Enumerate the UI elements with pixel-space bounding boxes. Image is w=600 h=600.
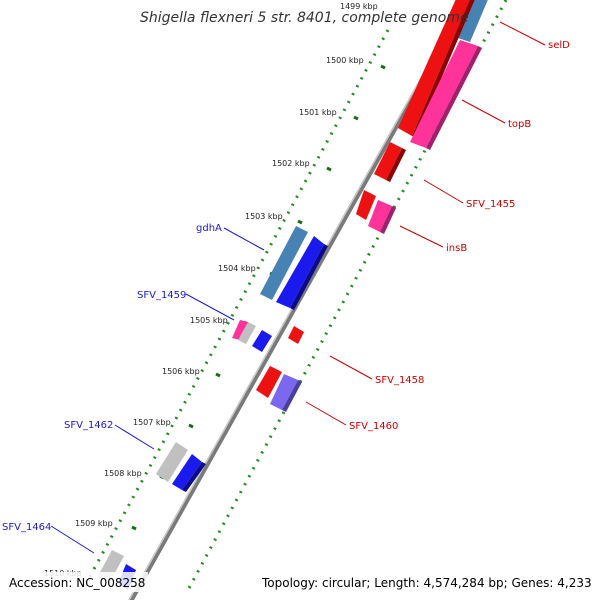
cds-red-long-shade	[412, 0, 475, 138]
gene-label-gdhA[interactable]: gdhA	[196, 223, 222, 234]
kbp-label: 1508 kbp	[104, 469, 142, 478]
kbp-label: 1507 kbp	[133, 418, 171, 427]
cds-SFV_1455-shade	[386, 148, 406, 182]
cds-SFV_1459-gray[interactable]	[238, 322, 256, 344]
kbp-label: 1504 kbp	[218, 264, 256, 273]
forward-label-connectors	[305, 21, 546, 426]
kbp-label: 1505 kbp	[190, 316, 228, 325]
kbp-label: 1506 kbp	[162, 367, 200, 376]
kbp-tick-ring-inner	[186, 0, 508, 591]
footer-summary-bg	[258, 572, 594, 592]
gene-label-SFV_1462[interactable]: SFV_1462	[64, 420, 113, 431]
cds-SFV_1462-blue-shade	[182, 462, 206, 492]
cds-insB-shade	[380, 206, 396, 234]
kbp-tick-ring-outer	[86, 29, 390, 581]
cds-SFV_1462-blue[interactable]	[172, 454, 202, 490]
accession-text: Accession: NC_008258	[9, 576, 145, 590]
kbp-label: 1501 kbp	[299, 108, 337, 117]
gene-label-SFV_1464[interactable]: SFV_1464	[2, 522, 51, 533]
cds-SFV_1458[interactable]	[288, 326, 304, 344]
cds-SFV_1460[interactable]	[270, 374, 298, 410]
kbp-label: 1502 kbp	[272, 159, 310, 168]
cds-topB[interactable]	[410, 40, 478, 148]
cds-red-pre-SFV_1460[interactable]	[256, 366, 282, 398]
cds-gdhA[interactable]	[260, 226, 308, 300]
cds-blue-arrow-gdhA-shade	[290, 244, 328, 310]
gene-label-SFV_1460[interactable]: SFV_1460	[349, 421, 398, 432]
cds-blue-arrow-gdhA[interactable]	[276, 236, 324, 308]
cds-SFV_1462-gray[interactable]	[156, 442, 188, 482]
gene-label-insB[interactable]: insB	[446, 243, 467, 254]
cds-SFV_1460-shade	[282, 380, 302, 412]
reverse-label-connectors	[50, 227, 265, 554]
map-title: Shigella flexneri 5 str. 8401, complete …	[140, 10, 469, 26]
footer-accession-bg	[6, 572, 148, 592]
cds-SFV_1459-blue[interactable]	[252, 330, 272, 352]
genome-summary-text: Topology: circular; Length: 4,574,284 bp…	[261, 576, 592, 590]
cds-SFV_1459-pink[interactable]	[232, 320, 248, 340]
kbp-label: 1509 kbp	[75, 519, 113, 528]
gene-label-selD[interactable]: selD	[548, 40, 570, 51]
kbp-label-top-cut: 1499 kbp	[340, 2, 378, 11]
gene-label-topB[interactable]: topB	[508, 119, 531, 130]
cds-red-arrow-insB[interactable]	[356, 190, 376, 220]
gene-label-SFV_1458[interactable]: SFV_1458	[375, 375, 424, 386]
cds-insB[interactable]	[368, 200, 392, 232]
gene-label-SFV_1455[interactable]: SFV_1455	[466, 199, 515, 210]
cds-topB-shade	[426, 46, 482, 150]
cds-SFV_1455[interactable]	[374, 142, 402, 180]
gene-label-SFV_1459[interactable]: SFV_1459	[137, 290, 186, 301]
kbp-label: 1500 kbp	[326, 56, 364, 65]
kbp-label: 1503 kbp	[245, 212, 283, 221]
cds-red-long[interactable]	[398, 0, 474, 136]
